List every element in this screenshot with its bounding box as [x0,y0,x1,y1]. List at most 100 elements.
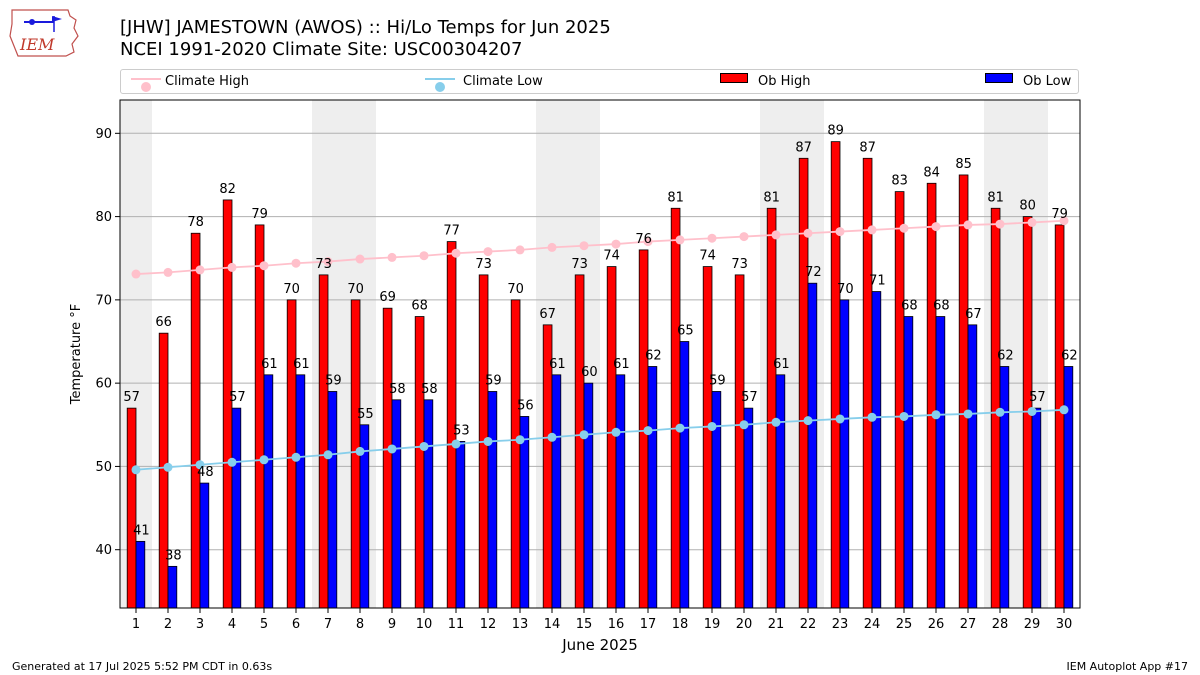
x-tick-label-10: 10 [416,617,433,632]
ob-low-bar-17 [647,366,658,609]
x-tick-label-20: 20 [736,617,753,632]
ob-low-label-4: 57 [229,390,246,405]
legend-ob-high-label: Ob High [758,74,811,89]
climate-low-point-12 [483,436,493,446]
climate-high-point-28 [995,219,1005,229]
ob-low-label-1: 41 [133,523,150,538]
climate-low-point-9 [387,444,397,454]
climate-high-point-10 [419,251,429,261]
svg-text:IEM: IEM [19,35,55,54]
gridlines [120,132,1080,551]
shade-day-8 [344,100,376,608]
ob-high-label-17: 76 [635,232,652,247]
ob-low-label-26: 68 [933,299,950,314]
ob-high-label-19: 74 [699,249,716,264]
x-axis-label: June 2025 [561,636,638,654]
ob-low-label-6: 61 [293,357,310,372]
climate-high-point-25 [899,223,909,233]
y-tick-label-80: 80 [95,210,112,225]
ob-low-bar-12 [487,391,498,609]
ob-low-bar-10 [423,399,434,609]
climate-high-point-8 [355,254,365,264]
ob-low-label-25: 68 [901,299,918,314]
ob-low-label-18: 65 [677,324,694,339]
ob-low-label-13: 56 [517,398,534,413]
x-tick-label-23: 23 [832,617,849,632]
y-tick-label-60: 60 [95,377,112,392]
ob-high-bar-17 [638,249,649,609]
climate-high-point-1 [131,269,141,279]
ob-low-bar-16 [615,374,626,609]
x-tick-label-2: 2 [164,617,172,632]
ob-low-bar-4 [231,407,242,609]
climate-low-point-1 [131,465,141,475]
ob-high-bar-24 [862,157,873,609]
ob-low-bar-1 [135,540,146,609]
x-tick-label-19: 19 [704,617,721,632]
climate-low-point-27 [963,409,973,419]
legend-climate-low-label: Climate Low [463,74,543,89]
x-tick-label-5: 5 [260,617,268,632]
ob-low-bar-11 [455,441,466,609]
climate-low-point-11 [451,439,461,449]
ob-high-bar-5 [254,224,265,609]
ob-high-label-11: 77 [443,224,460,239]
x-tick-label-22: 22 [800,617,817,632]
ob-high-label-24: 87 [859,140,876,155]
climate-high-point-16 [611,239,621,249]
ob-low-label-19: 59 [709,373,726,388]
ob-low-label-24: 71 [869,274,886,289]
ob-high-bar-19 [702,266,713,609]
ob-high-label-12: 73 [475,257,492,272]
x-tick-label-1: 1 [132,617,140,632]
ob-high-label-28: 81 [987,190,1004,205]
climate-high-point-29 [1027,217,1037,227]
y-tick-label-50: 50 [95,460,112,475]
shade-day-22 [792,100,824,608]
shade-day-29 [1016,100,1048,608]
ob-high-bar-26 [926,182,937,609]
ob-high-bar-20 [734,274,745,609]
ob-high-label-26: 84 [923,165,940,180]
climate-high-point-22 [803,228,813,238]
ob-high-bar-27 [958,174,969,609]
climate-high-point-2 [163,267,173,277]
ob-low-bar-13 [519,416,530,609]
ob-high-label-27: 85 [955,157,972,172]
ob-high-bar-14 [542,324,553,609]
ob-low-bar-2 [167,565,178,609]
ob-low-bar-30 [1063,366,1074,609]
climate-high-point-18 [675,235,685,245]
x-tick-label-18: 18 [672,617,689,632]
ob-low-label-9: 58 [389,382,406,397]
x-tick-label-13: 13 [512,617,529,632]
ob-high-bar-18 [670,207,681,609]
climate-high-point-21 [771,230,781,240]
shade-day-1 [120,100,152,608]
ob-low-bar-8 [359,424,370,609]
ob-high-label-3: 78 [187,215,204,230]
y-axis-label: Temperature °F [69,304,84,405]
x-tick-label-9: 9 [388,617,396,632]
ob-low-bar-15 [583,382,594,609]
ob-high-bar-13 [510,299,521,609]
ob-high-label-29: 80 [1019,199,1036,214]
climate-high-point-17 [643,237,653,247]
climate-high-point-3 [195,265,205,275]
ob-high-label-8: 70 [347,282,364,297]
ob-low-label-17: 62 [645,348,662,363]
ob-low-label-14: 61 [549,357,566,372]
ob-high-bar-29 [1022,216,1033,609]
climate-low-point-3 [195,460,205,470]
ob-high-bar-12 [478,274,489,609]
x-tick-label-14: 14 [544,617,561,632]
climate-lines [131,216,1069,475]
climate-high-point-20 [739,232,749,242]
ob-high-bar-4 [222,199,233,609]
x-tick-label-25: 25 [896,617,913,632]
x-tick-label-6: 6 [292,617,300,632]
ob-low-bar-26 [935,316,946,609]
legend-ob-low-label: Ob Low [1023,74,1072,89]
ob-low-bar-14 [551,374,562,609]
